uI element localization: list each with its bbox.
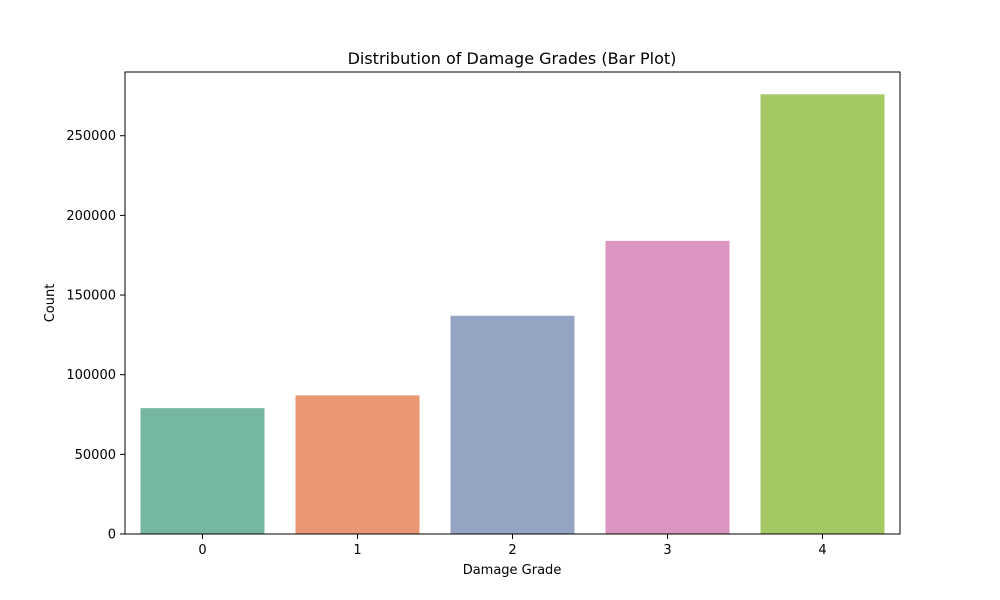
y-tick-label: 100000 bbox=[66, 368, 116, 383]
y-tick-label: 200000 bbox=[66, 209, 116, 224]
x-tick-label: 4 bbox=[818, 543, 826, 558]
bar-4 bbox=[760, 94, 885, 534]
y-tick-label: 150000 bbox=[66, 289, 116, 304]
x-tick-label: 2 bbox=[508, 543, 516, 558]
y-tick-label: 250000 bbox=[66, 129, 116, 144]
y-axis: 0 50000 100000 150000 200000 250000 bbox=[66, 129, 125, 543]
chart-title: Distribution of Damage Grades (Bar Plot) bbox=[348, 49, 677, 68]
x-axis-label: Damage Grade bbox=[463, 563, 562, 578]
y-tick-label: 50000 bbox=[75, 448, 116, 463]
x-tick-label: 1 bbox=[353, 543, 361, 558]
bars-group bbox=[140, 94, 885, 535]
x-tick-label: 3 bbox=[663, 543, 671, 558]
bar-3 bbox=[605, 240, 730, 535]
x-tick-label: 0 bbox=[198, 543, 206, 558]
bar-2 bbox=[450, 315, 575, 534]
bar-1 bbox=[295, 395, 420, 534]
y-tick-label: 0 bbox=[108, 528, 116, 543]
y-axis-label: Count bbox=[43, 284, 58, 323]
bar-0 bbox=[140, 408, 265, 534]
x-axis: 0 1 2 3 4 bbox=[198, 534, 827, 558]
